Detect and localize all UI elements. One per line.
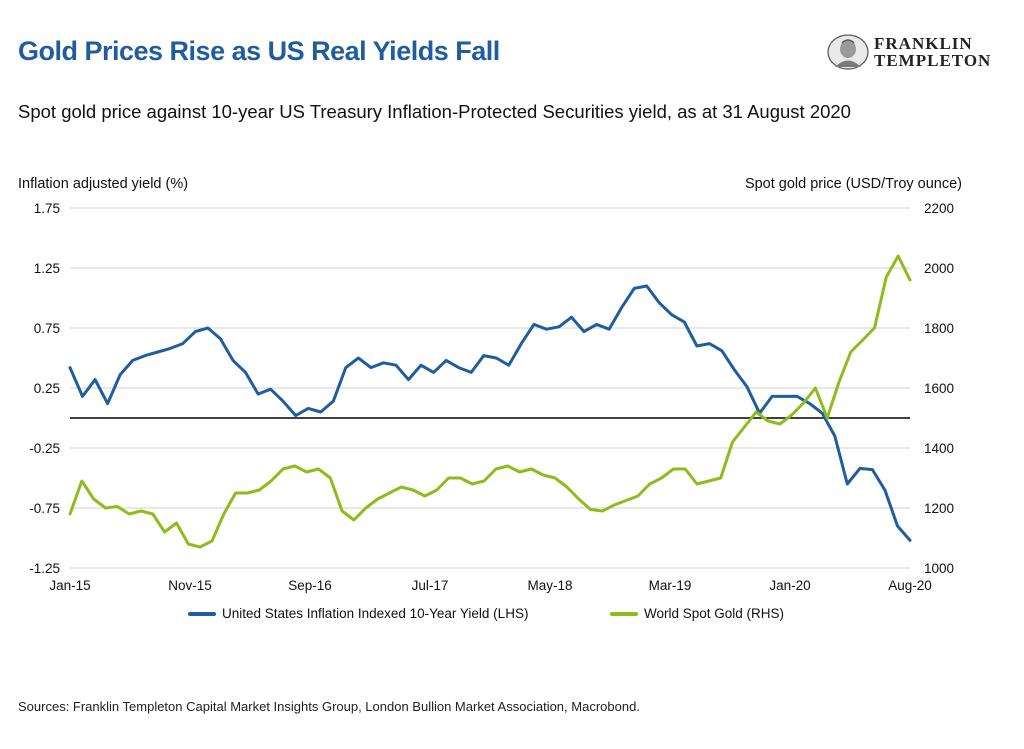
legend-item-gold: World Spot Gold (RHS) bbox=[610, 606, 784, 621]
sources-note: Sources: Franklin Templeton Capital Mark… bbox=[18, 699, 640, 714]
right-tick-label: 1200 bbox=[924, 501, 954, 516]
left-axis-ticks: 1.75 1.25 0.75 0.25 -0.25 -0.75 -1.25 bbox=[29, 201, 60, 576]
legend-swatch-yield bbox=[188, 611, 216, 616]
right-axis-ticks: 2200 2000 1800 1600 1400 1200 1000 bbox=[924, 201, 954, 576]
dual-axis-line-chart: 1.75 1.25 0.75 0.25 -0.25 -0.75 -1.25 2200 2000… bbox=[29, 201, 954, 593]
right-axis-title: Spot gold price (USD/Troy ounce) bbox=[744, 176, 962, 192]
x-tick-label: Sep-16 bbox=[288, 578, 332, 593]
left-tick-label: -0.75 bbox=[29, 501, 60, 516]
left-tick-label: 0.75 bbox=[34, 321, 60, 336]
right-tick-label: 2200 bbox=[924, 201, 954, 216]
logo-wordmark: FRANKLIN TEMPLETON bbox=[874, 35, 991, 69]
legend-label-gold: World Spot Gold (RHS) bbox=[644, 606, 785, 621]
legend-swatch-gold bbox=[610, 611, 638, 616]
left-tick-label: -1.25 bbox=[29, 561, 60, 576]
logo-line-1: FRANKLIN bbox=[874, 34, 973, 53]
legend-label-yield: United States Inflation Indexed 10-Year … bbox=[222, 606, 529, 621]
grid-lines bbox=[70, 207, 910, 569]
right-tick-label: 2000 bbox=[924, 261, 954, 276]
right-tick-label: 1600 bbox=[924, 381, 954, 396]
left-tick-label: 0.25 bbox=[34, 381, 60, 396]
series-lines bbox=[68, 254, 912, 549]
franklin-templeton-logo: FRANKLIN TEMPLETON bbox=[826, 34, 1006, 74]
left-tick-label: -0.25 bbox=[29, 441, 60, 456]
legend-item-yield: United States Inflation Indexed 10-Year … bbox=[188, 606, 528, 621]
left-tick-label: 1.25 bbox=[34, 261, 60, 276]
x-axis-ticks: Jan-15 Nov-15 Sep-16 Jul-17 May-18 Mar-19 Jan-… bbox=[49, 578, 931, 593]
yield-series-line bbox=[68, 284, 912, 542]
right-tick-label: 1000 bbox=[924, 561, 954, 576]
x-tick-label: Mar-19 bbox=[649, 578, 692, 593]
left-axis-title: Inflation adjusted yield (%) bbox=[18, 176, 189, 192]
x-tick-label: Nov-15 bbox=[168, 578, 212, 593]
x-tick-label: Jul-17 bbox=[412, 578, 449, 593]
logo-line-2: TEMPLETON bbox=[874, 51, 992, 70]
left-tick-label: 1.75 bbox=[34, 201, 60, 216]
x-tick-label: Jan-20 bbox=[769, 578, 810, 593]
gold-series-line bbox=[68, 254, 912, 549]
x-tick-label: May-18 bbox=[527, 578, 572, 593]
x-tick-label: Jan-15 bbox=[49, 578, 90, 593]
portrait-seal-icon bbox=[827, 34, 869, 70]
chart-title: Gold Prices Rise as US Real Yields Fall bbox=[18, 36, 500, 66]
x-tick-label: Aug-20 bbox=[888, 578, 932, 593]
right-tick-label: 1400 bbox=[924, 441, 954, 456]
right-tick-label: 1800 bbox=[924, 321, 954, 336]
chart-subtitle: Spot gold price against 10-year US Treas… bbox=[18, 101, 851, 122]
